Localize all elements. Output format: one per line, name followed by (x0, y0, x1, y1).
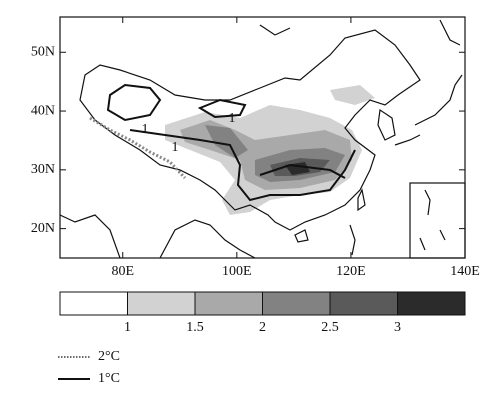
coastline (349, 224, 356, 256)
colorbar-box (262, 291, 331, 316)
x-tick-label: 100E (222, 264, 252, 279)
legend: 2°C1°C (58, 349, 120, 386)
colorbar-label: 3 (394, 320, 401, 335)
coastline (357, 188, 366, 212)
x-tick-label: 120E (336, 264, 366, 279)
coastline (414, 74, 463, 126)
shade-dark (205, 125, 248, 158)
coastline (439, 19, 461, 46)
y-tick-label: 20N (31, 221, 55, 236)
y-tick-label: 30N (31, 162, 55, 177)
legend-label: 1°C (98, 371, 120, 386)
coastline (394, 134, 421, 146)
colorbar-label: 2.5 (321, 320, 339, 335)
colorbar-label: 1.5 (186, 320, 204, 335)
colorbar-box (59, 291, 128, 316)
coastline (259, 24, 291, 36)
coastline (60, 214, 121, 258)
shade-light (330, 85, 375, 105)
inset-coast (419, 189, 446, 251)
colorbar-label: 1 (124, 320, 131, 335)
coastline (294, 229, 309, 243)
coastline (377, 108, 396, 141)
contour-1c (259, 163, 346, 179)
coastline (79, 29, 421, 231)
y-tick-label: 50N (31, 44, 55, 59)
colorbar-box (127, 291, 196, 316)
map-frame (59, 16, 466, 259)
colorbar-box (194, 291, 263, 316)
inset-box (409, 182, 466, 259)
colorbar-label: 2 (259, 320, 266, 335)
x-tick-label: 80E (111, 264, 134, 279)
contour-label: 1 (229, 111, 236, 126)
map-body: 1 1 1 (60, 19, 463, 258)
contour-label: 1 (142, 122, 149, 137)
colorbar-box (329, 291, 398, 316)
contour-1c (106, 83, 162, 122)
coastline (159, 219, 256, 258)
contour-label: 1 (172, 140, 179, 155)
contour-2c (89, 116, 187, 180)
legend-label: 2°C (98, 349, 120, 364)
y-tick-label: 40N (31, 103, 55, 118)
colorbar-box (397, 291, 466, 316)
contour-1c (197, 98, 247, 119)
contour-1c (129, 129, 356, 202)
x-tick-label: 140E (450, 264, 480, 279)
